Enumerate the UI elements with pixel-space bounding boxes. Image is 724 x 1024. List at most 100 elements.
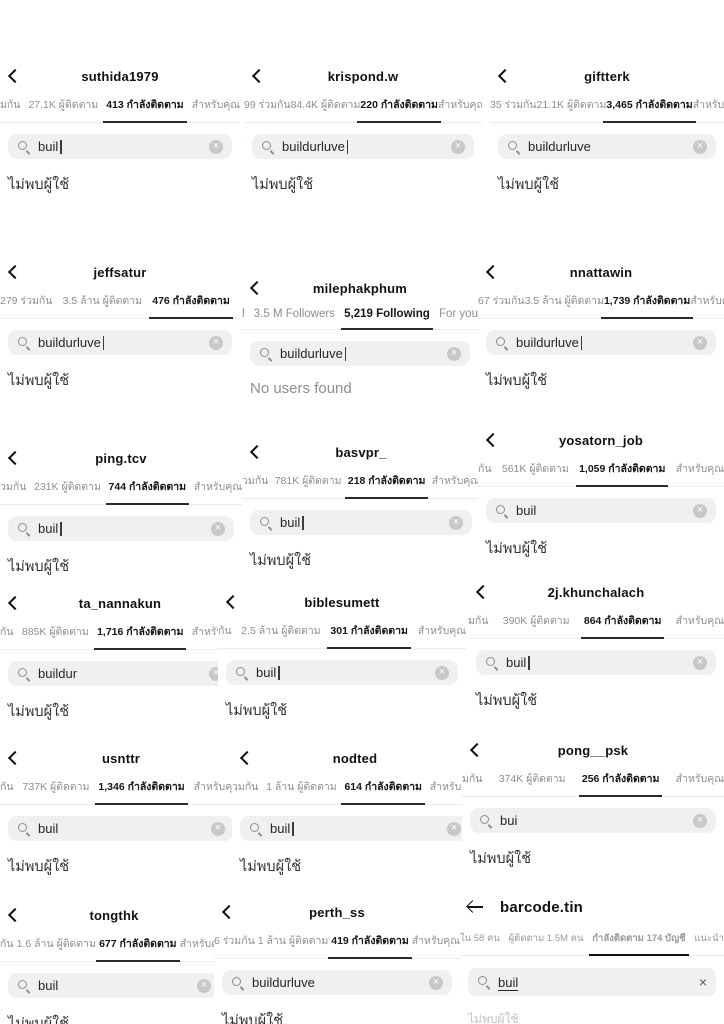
search-input[interactable]: buil xyxy=(226,660,458,685)
clear-search-icon[interactable] xyxy=(449,515,463,530)
search-input[interactable]: buil xyxy=(468,968,716,996)
clear-search-icon[interactable] xyxy=(429,975,443,990)
clear-search-icon[interactable] xyxy=(447,346,461,361)
back-chevron-icon[interactable] xyxy=(7,751,21,765)
clear-search-icon[interactable] xyxy=(209,335,223,350)
tab-following[interactable]: 256 กำลังติดตาม xyxy=(578,770,662,797)
search-input[interactable]: buildurluve xyxy=(8,330,232,355)
back-chevron-icon[interactable] xyxy=(221,905,235,919)
tab-mutual[interactable]: 99 ร่วมกัน xyxy=(244,99,291,111)
tab-for-you[interactable]: สำหรับคุณ xyxy=(417,625,466,637)
tab-mutual[interactable]: 35 ร่วมกัน xyxy=(490,99,537,111)
tab-mutual[interactable]: 67 ร่วมกัน xyxy=(478,295,525,307)
tab-for-you[interactable]: For you xyxy=(438,308,478,320)
tab-mutual[interactable]: มกัน xyxy=(0,99,21,111)
tab-for-you[interactable]: สำหรับคุณ xyxy=(411,935,460,947)
search-input[interactable]: buildurluve xyxy=(252,134,474,159)
clear-search-icon[interactable] xyxy=(211,521,225,536)
tab-following[interactable]: 3,465 กำลังติดตาม xyxy=(603,96,696,123)
search-input[interactable]: buil xyxy=(8,973,220,998)
tab-for-you[interactable]: สำหรับคุณ xyxy=(692,99,724,111)
tab-mutual[interactable]: มกัน xyxy=(462,773,483,785)
search-input[interactable]: buildur xyxy=(8,661,232,686)
tab-following[interactable]: 301 กำลังติดตาม xyxy=(327,622,411,649)
tab-for-you[interactable]: สำหรับคุณ xyxy=(193,481,242,493)
tab-followers[interactable]: 390K ผู้ติดตาม xyxy=(502,615,570,627)
clear-search-icon[interactable] xyxy=(451,139,465,154)
tab-mutual[interactable]: ใน 58 คน xyxy=(460,933,500,944)
clear-search-icon[interactable] xyxy=(693,655,707,670)
tab-mutual[interactable]: กัน xyxy=(218,625,232,637)
search-input[interactable]: bui xyxy=(470,808,716,833)
tab-followers[interactable]: 21.1K ผู้ติดตาม xyxy=(536,99,607,111)
search-input[interactable]: buil xyxy=(250,510,472,535)
back-chevron-icon[interactable] xyxy=(7,596,21,610)
back-chevron-icon[interactable] xyxy=(249,281,263,295)
search-input[interactable]: buil xyxy=(240,816,470,841)
tab-followers[interactable]: 3.5 ล้าน ผู้ติดตาม xyxy=(524,295,604,307)
tab-followers[interactable]: 3.5 ล้าน ผู้ติดตาม xyxy=(62,295,143,307)
tab-followers[interactable]: 885K ผู้ติดตาม xyxy=(21,626,89,638)
tab-mutual[interactable]: วมกัน xyxy=(232,781,259,793)
tab-mutual[interactable]: วมกัน xyxy=(242,475,269,487)
clear-search-icon[interactable] xyxy=(699,974,707,990)
back-chevron-icon[interactable] xyxy=(225,595,239,609)
clear-search-icon[interactable] xyxy=(211,821,225,836)
clear-search-icon[interactable] xyxy=(693,503,707,518)
back-chevron-icon[interactable] xyxy=(7,908,21,922)
back-chevron-icon[interactable] xyxy=(497,69,511,83)
back-chevron-icon[interactable] xyxy=(7,69,21,83)
tab-followers[interactable]: 561K ผู้ติดตาม xyxy=(501,463,569,475)
clear-search-icon[interactable] xyxy=(693,335,707,350)
clear-search-icon[interactable] xyxy=(693,813,707,828)
tab-following[interactable]: 5,219 Following xyxy=(341,308,433,330)
tab-mutual[interactable]: กัน xyxy=(0,938,14,950)
back-chevron-icon[interactable] xyxy=(485,433,499,447)
tab-mutual[interactable]: กัน xyxy=(0,626,14,638)
clear-search-icon[interactable] xyxy=(209,139,223,154)
tab-for-you[interactable]: สำหรับคุณ xyxy=(690,295,724,307)
back-chevron-icon[interactable] xyxy=(485,265,499,279)
tab-suggested[interactable]: แนะนำ xyxy=(694,933,724,944)
tab-mutual[interactable]: มกัน xyxy=(468,615,489,627)
search-input[interactable]: buil xyxy=(8,516,234,541)
search-input[interactable]: buil xyxy=(8,134,232,159)
back-chevron-icon[interactable] xyxy=(469,743,483,757)
tab-following[interactable]: 413 กำลังติดตาม xyxy=(103,96,187,123)
tab-mutual[interactable]: 6 ร่วมกัน xyxy=(214,935,255,947)
search-input[interactable]: buil xyxy=(476,650,716,675)
back-chevron-icon[interactable] xyxy=(251,69,265,83)
tab-followers[interactable]: 1 ล้าน ผู้ติดตาม xyxy=(266,781,337,793)
back-chevron-icon[interactable] xyxy=(7,451,21,465)
tab-following[interactable]: 1,059 กำลังติดตาม xyxy=(576,460,669,487)
clear-search-icon[interactable] xyxy=(197,978,211,993)
back-arrow-icon[interactable] xyxy=(468,900,486,914)
tab-for-you[interactable]: สำหรับคุณ xyxy=(193,781,242,793)
tab-following[interactable]: 1,346 กำลังติดตาม xyxy=(95,778,188,805)
tab-followers[interactable]: 27.1K ผู้ติดตาม xyxy=(28,99,99,111)
tab-for-you[interactable]: สำหรับคุณ xyxy=(431,475,480,487)
search-input[interactable]: buil xyxy=(486,498,716,523)
tab-following[interactable]: 419 กำลังติดตาม xyxy=(328,932,412,959)
tab-mutual[interactable]: l xyxy=(242,308,245,320)
tab-mutual[interactable]: วมกัน xyxy=(0,481,27,493)
tab-mutual[interactable]: 279 ร่วมกัน xyxy=(0,295,53,307)
tab-followers[interactable]: 84.4K ผู้ติดตาม xyxy=(290,99,361,111)
tab-following[interactable]: 476 กำลังติดตาม xyxy=(149,292,233,319)
tab-for-you[interactable]: สำหรับคุณ xyxy=(675,615,724,627)
tab-following[interactable]: 677 กำลังติดตาม xyxy=(96,935,180,962)
tab-following[interactable]: 614 กำลังติดตาม xyxy=(341,778,425,805)
tab-followers[interactable]: 737K ผู้ติดตาม xyxy=(22,781,90,793)
clear-search-icon[interactable] xyxy=(435,665,449,680)
tab-for-you[interactable]: สำหรับคุณ xyxy=(191,99,240,111)
back-chevron-icon[interactable] xyxy=(249,445,263,459)
tab-following[interactable]: 864 กำลังติดตาม xyxy=(580,612,664,639)
tab-for-you[interactable]: สำหรับคุณ xyxy=(675,463,724,475)
tab-followers[interactable]: 231K ผู้ติดตาม xyxy=(34,481,101,493)
clear-search-icon[interactable] xyxy=(693,139,707,154)
tab-for-you[interactable]: สำหรับคุณ xyxy=(675,773,724,785)
tab-followers[interactable]: 1 ล้าน ผู้ติดตาม xyxy=(257,935,329,947)
tab-following[interactable]: กำลังติดตาม 174 บัญชี xyxy=(589,933,690,957)
search-input[interactable]: buildurluve xyxy=(250,341,470,366)
tab-followers[interactable]: ผู้ติดตาม 1.5M คน xyxy=(508,933,584,944)
